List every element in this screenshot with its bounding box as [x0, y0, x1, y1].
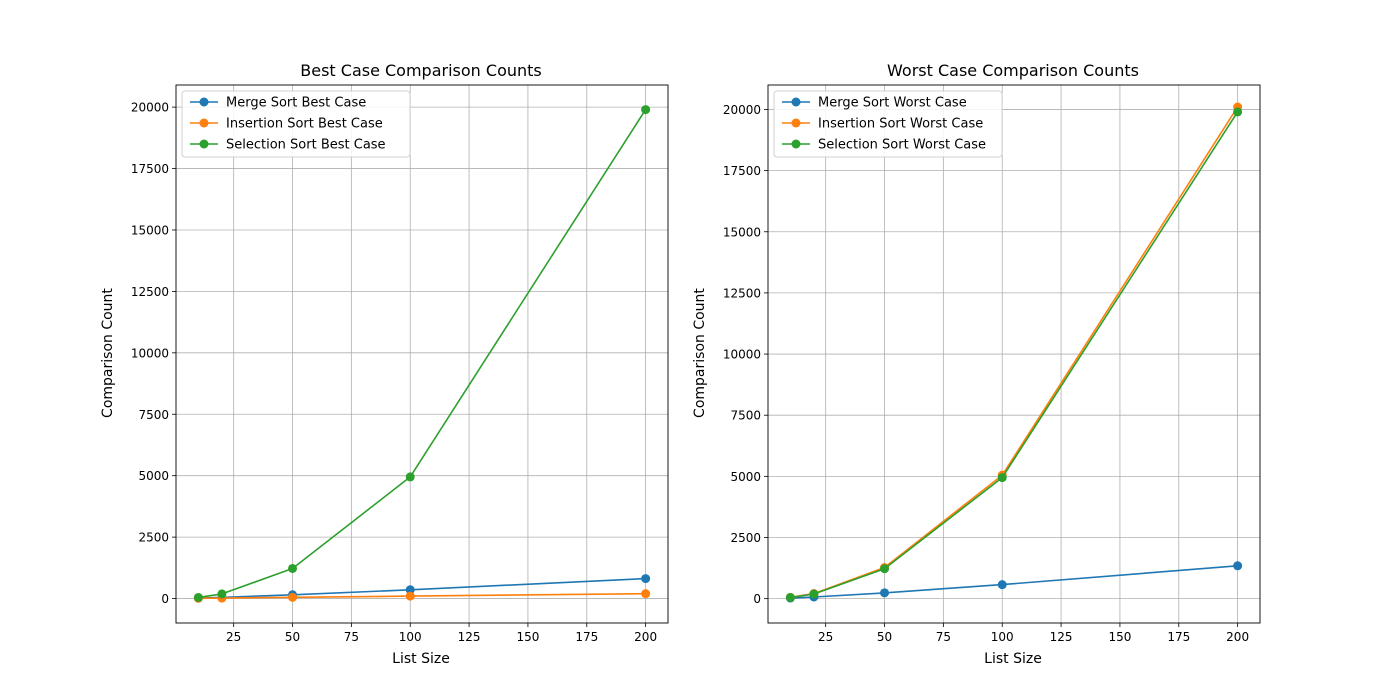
best-case-legend-entry: Insertion Sort Best Case	[226, 117, 383, 132]
best-case-legend-entry: Selection Sort Best Case	[226, 138, 386, 153]
worst-case-legend: Merge Sort Worst Case Insertion Sort Wors…	[773, 90, 1003, 158]
worst-case-x-tick-label: 125	[1050, 630, 1073, 644]
best-case-legend-swatch-marker	[199, 139, 209, 149]
best-case-y-tick-label: 12500	[131, 285, 169, 299]
best-case-y-axis-label: Comparison Count	[100, 288, 116, 418]
worst-case-series-1-point	[1233, 561, 1243, 571]
worst-case-series-3-point	[997, 473, 1007, 483]
worst-case-x-tick-label: 50	[877, 630, 892, 644]
best-case-axes-frame	[175, 84, 669, 624]
worst-case-x-tick-label: 150	[1108, 630, 1131, 644]
worst-case-series-3-point	[785, 593, 795, 603]
best-case-plot-area	[176, 85, 668, 623]
best-case-x-tick-label: 125	[458, 630, 481, 644]
best-case-y-tick-label: 20000	[131, 101, 169, 115]
worst-case-chart-title: Worst Case Comparison Counts	[887, 61, 1139, 80]
best-case-y-tick-label: 7500	[138, 408, 169, 422]
worst-case-y-tick-label: 0	[753, 592, 761, 606]
worst-case-y-tick-label: 12500	[723, 286, 761, 300]
worst-case-legend-swatch-marker	[791, 97, 801, 107]
best-case-series-3-point	[405, 472, 415, 482]
best-case-chart-title: Best Case Comparison Counts	[300, 61, 542, 80]
worst-case-y-tick-label: 10000	[723, 348, 761, 362]
best-case-legend-box	[181, 90, 411, 158]
best-case-legend-swatch-marker	[199, 118, 209, 128]
worst-case-legend-swatch-marker	[791, 139, 801, 149]
worst-case-x-tick-label: 75	[936, 630, 951, 644]
worst-case-x-tick-label: 100	[991, 630, 1014, 644]
best-case-series-3-point	[193, 592, 203, 602]
worst-case-y-tick-label: 2500	[730, 531, 761, 545]
worst-case-series-3-point	[880, 564, 890, 574]
worst-case-axes-frame	[767, 84, 1261, 624]
best-case-series-2-point	[641, 589, 651, 599]
worst-case-legend-entry: Merge Sort Worst Case	[818, 96, 967, 111]
worst-case-y-tick-label: 5000	[730, 470, 761, 484]
worst-case-legend-swatch-marker	[791, 118, 801, 128]
best-case-chart: Best Case Comparison Counts List Size Co…	[100, 61, 669, 667]
best-case-y-tick-label: 0	[161, 592, 169, 606]
worst-case-y-tick-label: 20000	[723, 103, 761, 117]
worst-case-x-axis-label: List Size	[984, 651, 1042, 667]
best-case-y-tick-label: 15000	[131, 223, 169, 237]
best-case-series-2-point	[405, 591, 415, 601]
worst-case-y-tick-label: 7500	[730, 409, 761, 423]
worst-case-series-1-point	[997, 580, 1007, 590]
best-case-series-1-point	[405, 585, 415, 595]
worst-case-x-tick-label: 175	[1167, 630, 1190, 644]
best-case-series-2-point	[288, 592, 298, 602]
best-case-series-3-point	[288, 563, 298, 573]
best-case-x-tick-label: 175	[575, 630, 598, 644]
best-case-series-1-point	[641, 574, 651, 584]
best-case-x-tick-label: 75	[344, 630, 359, 644]
best-case-x-tick-label: 25	[226, 630, 241, 644]
worst-case-y-tick-label: 15000	[723, 225, 761, 239]
best-case-x-tick-label: 150	[516, 630, 539, 644]
best-case-x-tick-label: 50	[285, 630, 300, 644]
best-case-series-3-point	[217, 589, 227, 599]
worst-case-legend-entry: Selection Sort Worst Case	[818, 138, 986, 153]
best-case-legend: Merge Sort Best Case Insertion Sort Best …	[181, 90, 411, 158]
worst-case-series-3-point	[1233, 107, 1243, 117]
best-case-legend-swatch-marker	[199, 97, 209, 107]
worst-case-series-1-point	[880, 588, 890, 598]
best-case-x-tick-label: 100	[399, 630, 422, 644]
worst-case-series-3-point	[809, 589, 819, 599]
worst-case-x-tick-label: 25	[818, 630, 833, 644]
best-case-legend-entry: Merge Sort Best Case	[226, 96, 366, 111]
worst-case-chart: Worst Case Comparison Counts List Size C…	[692, 61, 1261, 667]
best-case-y-tick-label: 10000	[131, 346, 169, 360]
best-case-series-3-point	[641, 105, 651, 115]
worst-case-x-tick-label: 200	[1226, 630, 1249, 644]
worst-case-y-axis-label: Comparison Count	[692, 288, 708, 418]
best-case-y-tick-label: 5000	[138, 469, 169, 483]
worst-case-legend-box	[773, 90, 1003, 158]
worst-case-legend-entry: Insertion Sort Worst Case	[818, 117, 983, 132]
best-case-y-tick-label: 2500	[138, 531, 169, 545]
best-case-x-tick-label: 200	[634, 630, 657, 644]
worst-case-y-tick-label: 17500	[723, 164, 761, 178]
best-case-x-axis-label: List Size	[392, 651, 450, 667]
best-case-y-tick-label: 17500	[131, 162, 169, 176]
